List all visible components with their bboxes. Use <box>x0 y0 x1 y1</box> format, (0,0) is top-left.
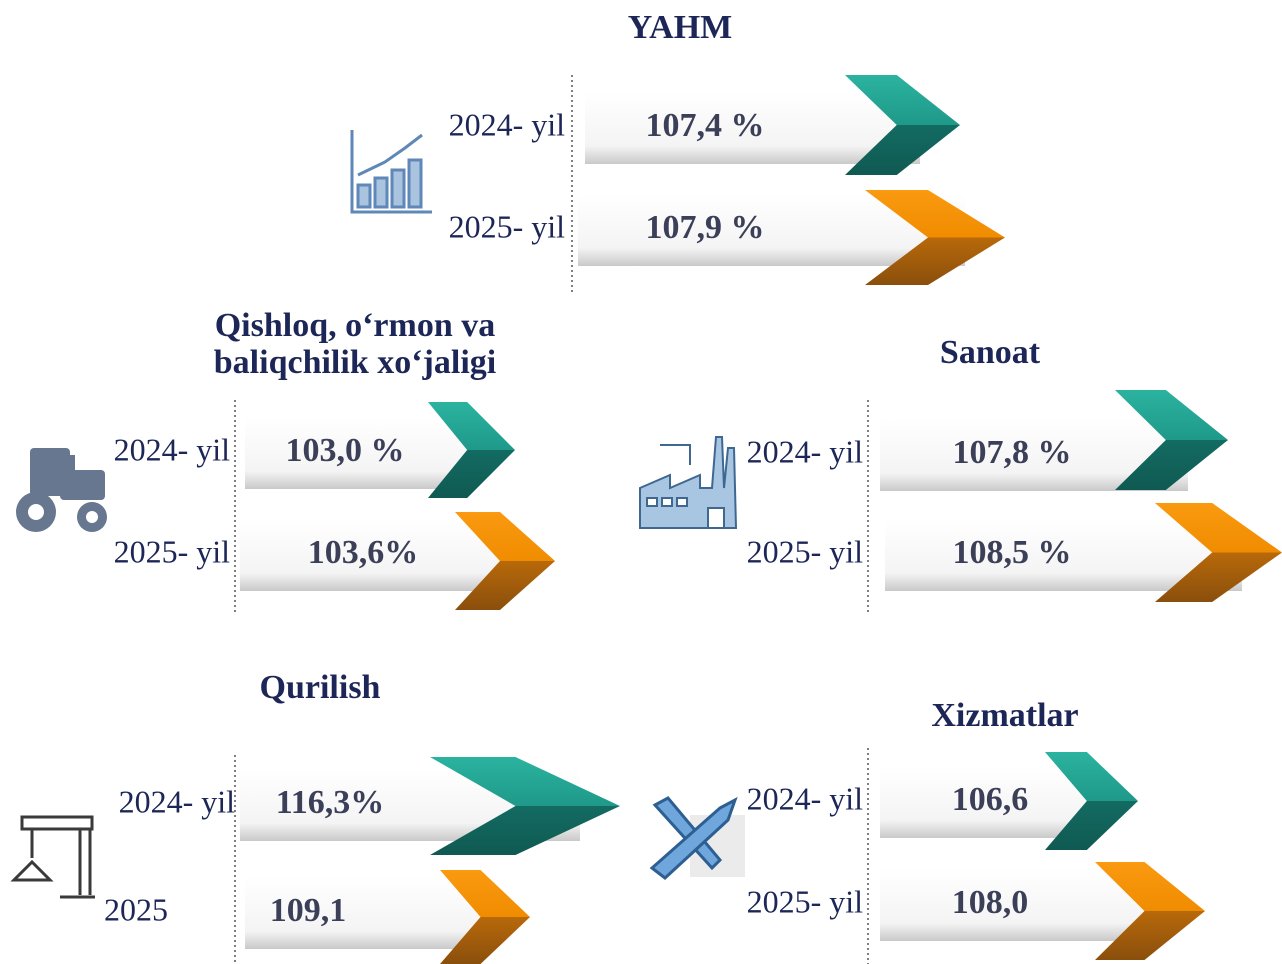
chevron <box>1115 390 1228 490</box>
banner <box>585 92 920 164</box>
crane-icon <box>10 815 95 899</box>
section-title: Sanoat <box>940 334 1041 371</box>
year-label: 2025- yil <box>449 208 566 244</box>
year-label: 2024- yil <box>747 780 864 816</box>
value: 106,6 <box>952 781 1029 818</box>
value: 107,8 % <box>953 434 1072 471</box>
year-label: 2025- yil <box>747 533 864 569</box>
year-label: 2025 <box>104 891 168 927</box>
section-title: Xizmatlar <box>931 697 1078 734</box>
chevron <box>865 190 1005 285</box>
year-label: 2024- yil <box>747 433 864 469</box>
chevron <box>428 402 515 498</box>
value: 108,0 <box>952 884 1029 921</box>
chevron <box>455 512 555 610</box>
year-label: 2025- yil <box>747 883 864 919</box>
chart-icon <box>350 130 432 214</box>
banner <box>245 877 490 949</box>
banner <box>240 519 515 591</box>
chevron <box>1155 503 1282 602</box>
tools-icon <box>649 796 745 880</box>
factory-icon <box>639 436 738 529</box>
value: 109,1 <box>270 892 347 929</box>
section-title: YAHM <box>628 9 733 46</box>
year-label: 2024- yil <box>119 783 236 819</box>
value: 107,4 % <box>646 107 765 144</box>
year-label: 2024- yil <box>114 431 231 467</box>
chevron <box>845 75 960 175</box>
chevron <box>1095 862 1205 960</box>
section-title: baliqchilik xo‘jaligi <box>214 344 496 381</box>
tractor-icon <box>16 448 107 532</box>
value: 107,9 % <box>646 209 765 246</box>
section-title: Qishloq, o‘rmon va <box>215 307 496 344</box>
banner <box>245 417 475 489</box>
year-label: 2025- yil <box>114 533 231 569</box>
value: 116,3% <box>276 784 385 821</box>
year-label: 2024- yil <box>449 106 566 142</box>
section-title: Qurilish <box>260 669 381 706</box>
value: 103,0 % <box>286 432 405 469</box>
chevron <box>1045 752 1138 850</box>
value: 108,5 % <box>953 534 1072 571</box>
chevron <box>430 757 620 855</box>
banner <box>880 766 1098 838</box>
chevron <box>440 870 530 964</box>
value: 103,6% <box>308 534 419 571</box>
